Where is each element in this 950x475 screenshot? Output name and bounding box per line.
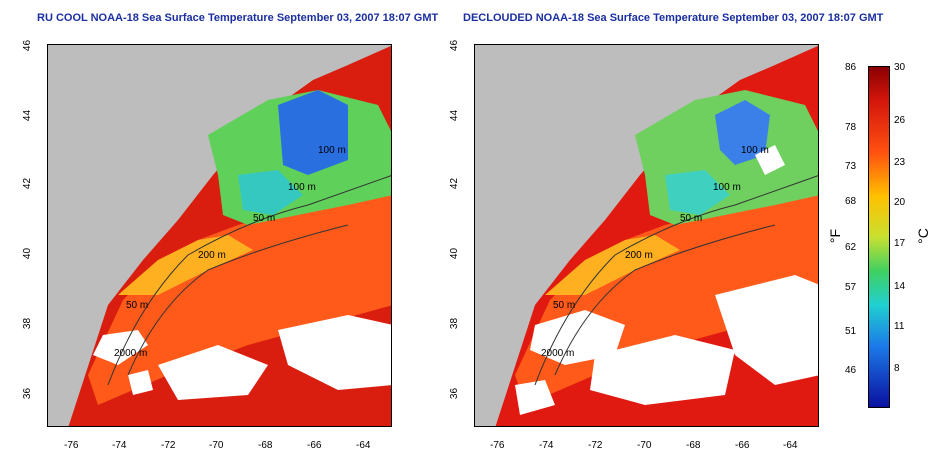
left-lon-76: -76 <box>64 440 79 451</box>
right-contour-50m-b: 50 m <box>553 300 576 311</box>
right-contour-2000m: 2000 m <box>541 348 575 359</box>
left-lon-66: -66 <box>307 440 322 451</box>
cb-f-78: 78 <box>845 122 857 133</box>
colorbar-gradient <box>869 67 889 407</box>
right-contour-100m-a: 100 m <box>741 145 769 156</box>
left-lon-68: -68 <box>258 440 273 451</box>
left-map-svg <box>48 45 391 426</box>
left-lon-74: -74 <box>112 440 127 451</box>
cb-c-20: 20 <box>894 197 906 208</box>
left-contour-50m-a: 50 m <box>253 213 276 224</box>
left-lat-46: 46 <box>22 39 34 52</box>
right-sst-map: 100 m 100 m 50 m 200 m 50 m 2000 m <box>474 44 819 427</box>
right-lat-38: 38 <box>449 317 461 330</box>
temperature-colorbar <box>868 66 890 408</box>
cb-f-51: 51 <box>845 326 857 337</box>
right-lon-76: -76 <box>490 440 505 451</box>
left-map-title: RU COOL NOAA-18 Sea Surface Temperature … <box>37 12 439 24</box>
left-sst-map: 100 m 100 m 50 m 200 m 50 m 2000 m <box>47 44 392 427</box>
cb-c-8: 8 <box>894 363 900 374</box>
right-lat-40: 40 <box>449 247 461 260</box>
left-contour-100m-b: 100 m <box>288 182 316 193</box>
left-contour-100m-a: 100 m <box>318 145 346 156</box>
right-lat-42: 42 <box>449 177 461 190</box>
right-contour-50m-a: 50 m <box>680 213 703 224</box>
cb-c-23: 23 <box>894 157 906 168</box>
right-lat-44: 44 <box>449 109 461 122</box>
left-contour-200m: 200 m <box>198 250 226 261</box>
right-map-title: DECLOUDED NOAA-18 Sea Surface Temperatur… <box>463 12 884 24</box>
left-lat-38: 38 <box>22 317 34 330</box>
cb-f-57: 57 <box>845 282 857 293</box>
left-lon-72: -72 <box>161 440 176 451</box>
cb-f-73: 73 <box>845 161 857 172</box>
left-lat-42: 42 <box>22 177 34 190</box>
left-lat-40: 40 <box>22 247 34 260</box>
cb-f-68: 68 <box>845 196 857 207</box>
cb-c-30: 30 <box>894 62 906 73</box>
left-lat-36: 36 <box>22 387 34 400</box>
right-contour-200m: 200 m <box>625 250 653 261</box>
right-lon-68: -68 <box>686 440 701 451</box>
left-lon-64: -64 <box>356 440 371 451</box>
cb-c-26: 26 <box>894 115 906 126</box>
cb-f-46: 46 <box>845 365 857 376</box>
right-lon-74: -74 <box>539 440 554 451</box>
left-lat-44: 44 <box>22 109 34 122</box>
right-lat-46: 46 <box>449 39 461 52</box>
cb-c-14: 14 <box>894 281 906 292</box>
cb-fahrenheit-unit: °F <box>827 228 844 244</box>
left-contour-2000m: 2000 m <box>114 348 148 359</box>
cb-celsius-unit: °C <box>914 228 931 244</box>
cb-c-11: 11 <box>894 321 905 332</box>
cb-c-17: 17 <box>894 238 906 249</box>
cb-f-86: 86 <box>845 62 857 73</box>
right-contour-100m-b: 100 m <box>713 182 741 193</box>
right-lon-72: -72 <box>588 440 603 451</box>
right-lon-64: -64 <box>783 440 798 451</box>
right-lon-70: -70 <box>637 440 652 451</box>
right-lon-66: -66 <box>735 440 750 451</box>
left-lon-70: -70 <box>209 440 224 451</box>
right-map-svg <box>475 45 818 426</box>
left-contour-50m-b: 50 m <box>126 300 149 311</box>
right-lat-36: 36 <box>449 387 461 400</box>
cb-f-62: 62 <box>845 242 857 253</box>
